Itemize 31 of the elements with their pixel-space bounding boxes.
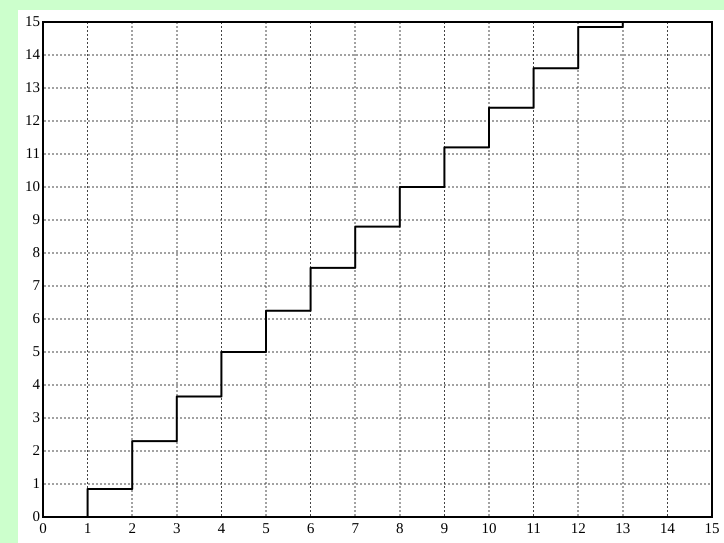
y-tick-label: 5 — [32, 344, 40, 360]
x-tick-label: 7 — [351, 520, 360, 537]
y-tick-label: 2 — [32, 442, 40, 459]
y-tick-label: 10 — [25, 178, 40, 195]
y-tick-label: 11 — [26, 146, 40, 162]
x-tick-label: 3 — [173, 520, 181, 537]
x-tick-label: 12 — [570, 520, 586, 537]
x-tick-label: 1 — [84, 520, 92, 537]
y-tick-label: 9 — [32, 212, 40, 228]
x-tick-label: 10 — [482, 520, 496, 537]
x-tick-label: 14 — [660, 520, 676, 537]
x-tick-label: 11 — [526, 520, 541, 537]
y-tick-label: 12 — [25, 112, 40, 129]
x-tick-label: 5 — [262, 520, 270, 537]
x-tick-label: 9 — [440, 520, 448, 537]
y-tick-label: 1 — [32, 476, 40, 492]
y-tick-label: 3 — [32, 410, 40, 426]
y-tick-label: 7 — [32, 278, 40, 294]
y-tick-label: 4 — [32, 376, 40, 393]
y-tick-label: 14 — [25, 46, 40, 63]
y-tick-label: 6 — [32, 310, 40, 327]
x-tick-label: 8 — [396, 520, 404, 537]
y-tick-label: 0 — [32, 508, 40, 525]
y-tick-label: 8 — [32, 244, 40, 261]
x-tick-label: 15 — [704, 520, 720, 537]
y-tick-label: 13 — [25, 80, 40, 96]
x-tick-label: 4 — [218, 520, 226, 537]
x-tick-label: 6 — [306, 520, 315, 537]
x-tick-label: 13 — [615, 520, 630, 537]
y-tick-label: 15 — [25, 14, 40, 30]
x-tick-label: 2 — [128, 520, 136, 537]
